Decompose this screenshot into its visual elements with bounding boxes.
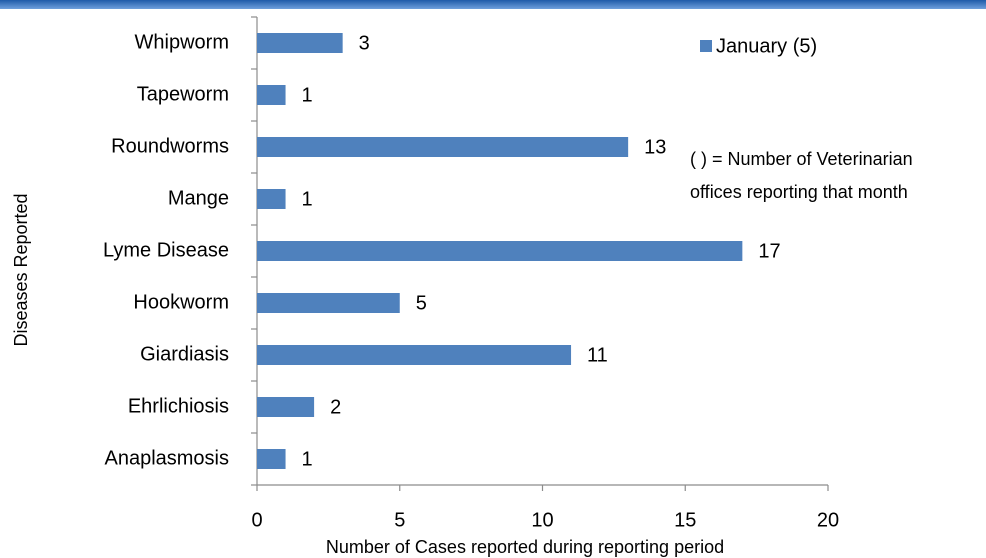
data-label: 13 — [644, 136, 666, 158]
data-label: 3 — [359, 32, 370, 54]
top-banner — [0, 0, 986, 9]
legend-swatch — [700, 40, 712, 52]
data-label: 17 — [758, 240, 780, 262]
bar — [257, 345, 572, 365]
bar — [257, 85, 286, 105]
y-tick-label: Anaplasmosis — [104, 447, 229, 469]
y-tick-label: Hookworm — [133, 291, 229, 313]
bar — [257, 397, 315, 417]
y-tick-label: Roundworms — [111, 135, 229, 157]
bar — [257, 137, 629, 157]
y-axis-label: Diseases Reported — [11, 193, 31, 346]
x-tick-label: 0 — [251, 509, 262, 531]
y-tick-label: Tapeworm — [137, 83, 229, 105]
annotation: offices reporting that month — [690, 182, 908, 202]
y-tick-label: Lyme Disease — [103, 239, 229, 261]
data-label: 2 — [330, 396, 341, 418]
bar — [257, 241, 743, 261]
x-tick-label: 20 — [817, 509, 839, 531]
data-label: 5 — [416, 292, 427, 314]
bar — [257, 189, 286, 209]
y-tick-label: Ehrlichiosis — [128, 395, 229, 417]
bar — [257, 449, 286, 469]
y-tick-label: Whipworm — [135, 31, 229, 53]
y-tick-label: Giardiasis — [140, 343, 229, 365]
data-label: 1 — [302, 188, 313, 210]
bar — [257, 33, 343, 53]
x-tick-label: 15 — [674, 509, 696, 531]
x-tick-label: 5 — [394, 509, 405, 531]
data-label: 1 — [302, 84, 313, 106]
data-label: 11 — [587, 344, 608, 366]
annotation: ( ) = Number of Veterinarian — [690, 149, 913, 169]
x-tick-label: 10 — [531, 509, 553, 531]
legend-label: January (5) — [716, 35, 817, 57]
data-label: 1 — [302, 448, 313, 470]
y-tick-label: Mange — [168, 187, 229, 209]
bar — [257, 293, 400, 313]
x-axis-label: Number of Cases reported during reportin… — [326, 537, 724, 557]
